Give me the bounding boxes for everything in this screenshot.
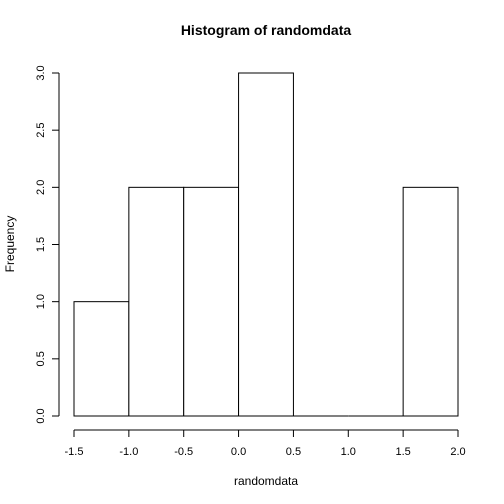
x-tick-label: -1.0 (119, 446, 138, 458)
x-axis: -1.5 -1.0 -0.5 0.0 0.5 1.0 1.5 2.0 (65, 429, 466, 458)
x-tick-label: 0.0 (231, 446, 246, 458)
x-tick-label: 2.0 (450, 446, 465, 458)
y-tick-label: 0.5 (35, 351, 47, 366)
histogram-bar (183, 186, 240, 417)
chart-title: Histogram of randomdata (181, 22, 352, 38)
bars-group (73, 72, 459, 417)
y-axis-label: Frequency (3, 216, 17, 273)
y-tick-label: 1.0 (35, 294, 47, 309)
histogram-bar (402, 186, 459, 417)
x-tick-label: 1.0 (341, 446, 356, 458)
y-tick-label: 1.5 (35, 237, 47, 252)
y-tick-label: 2.5 (35, 123, 47, 138)
y-tick-label: 2.0 (35, 180, 47, 195)
y-axis: 0.0 0.5 1.0 1.5 2.0 2.5 3.0 (35, 65, 60, 424)
histogram-bar (238, 72, 294, 417)
x-tick-label: 1.5 (395, 446, 410, 458)
y-tick-label: 3.0 (35, 65, 47, 80)
histogram-bar (128, 186, 185, 417)
x-tick-label: 0.5 (286, 446, 301, 458)
x-tick-label: -1.5 (65, 446, 84, 458)
x-tick-label: -0.5 (174, 446, 193, 458)
histogram-bar (73, 301, 130, 417)
x-axis-label: randomdata (234, 474, 298, 488)
y-tick-label: 0.0 (35, 408, 47, 423)
